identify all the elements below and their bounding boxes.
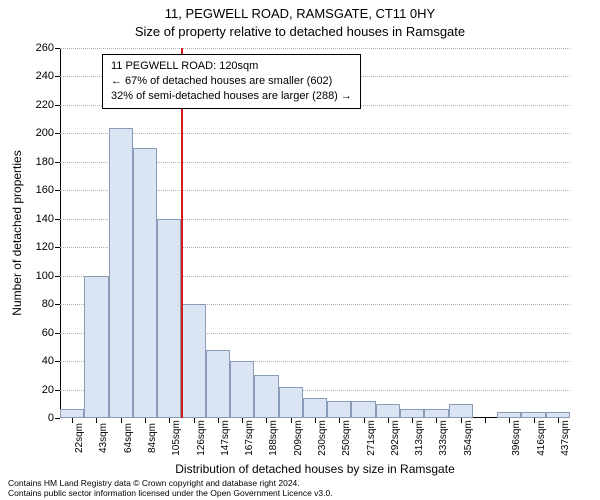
ytick-label: 100 bbox=[36, 270, 60, 282]
callout-line-1: 11 PEGWELL ROAD: 120sqm bbox=[111, 59, 352, 74]
ytick-label: 60 bbox=[42, 327, 60, 339]
histogram-bar bbox=[133, 148, 157, 418]
xtick-mark bbox=[485, 418, 486, 423]
ytick-label: 160 bbox=[36, 184, 60, 196]
ytick-label: 140 bbox=[36, 213, 60, 225]
chart-container: 11, PEGWELL ROAD, RAMSGATE, CT11 0HY Siz… bbox=[0, 0, 600, 500]
xtick-label: 167sqm bbox=[238, 400, 251, 436]
callout-box: 11 PEGWELL ROAD: 120sqm ← 67% of detache… bbox=[102, 54, 361, 109]
xtick-label: 416sqm bbox=[530, 400, 543, 436]
callout-line-3: 32% of semi-detached houses are larger (… bbox=[111, 89, 352, 104]
xtick-label: 396sqm bbox=[505, 400, 518, 436]
ytick-label: 40 bbox=[42, 355, 60, 367]
ytick-label: 80 bbox=[42, 298, 60, 310]
xtick-label: 188sqm bbox=[262, 400, 275, 436]
xtick-label: 126sqm bbox=[190, 400, 203, 436]
gridline bbox=[60, 133, 570, 134]
ytick-label: 220 bbox=[36, 99, 60, 111]
xtick-label: 84sqm bbox=[141, 403, 154, 433]
xtick-label: 22sqm bbox=[68, 403, 81, 433]
histogram-bar bbox=[157, 219, 181, 418]
xtick-label: 64sqm bbox=[117, 403, 130, 433]
xtick-label: 437sqm bbox=[554, 400, 567, 436]
xtick-label: 250sqm bbox=[335, 400, 348, 436]
footnote: Contains HM Land Registry data © Crown c… bbox=[8, 478, 333, 498]
ytick-label: 260 bbox=[36, 42, 60, 54]
xtick-label: 105sqm bbox=[165, 400, 178, 436]
y-axis-label: Number of detached properties bbox=[10, 150, 24, 315]
xtick-label: 43sqm bbox=[92, 403, 105, 433]
ytick-label: 200 bbox=[36, 127, 60, 139]
ytick-label: 180 bbox=[36, 156, 60, 168]
footnote-line-1: Contains HM Land Registry data © Crown c… bbox=[8, 478, 333, 488]
xtick-label: 313sqm bbox=[408, 400, 421, 436]
gridline bbox=[60, 48, 570, 49]
histogram-bar bbox=[84, 276, 108, 418]
ytick-label: 240 bbox=[36, 70, 60, 82]
y-axis-label-container: Number of detached properties bbox=[10, 48, 24, 418]
footnote-line-2: Contains public sector information licen… bbox=[8, 488, 333, 498]
xtick-label: 354sqm bbox=[457, 400, 470, 436]
xtick-label: 271sqm bbox=[360, 400, 373, 436]
x-axis-label: Distribution of detached houses by size … bbox=[60, 462, 570, 476]
xtick-label: 333sqm bbox=[432, 400, 445, 436]
callout-line-2: ← 67% of detached houses are smaller (60… bbox=[111, 74, 352, 89]
chart-subtitle: Size of property relative to detached ho… bbox=[0, 24, 600, 39]
plot-area: 02040608010012014016018020022024026022sq… bbox=[60, 48, 570, 418]
ytick-label: 120 bbox=[36, 241, 60, 253]
xtick-label: 209sqm bbox=[287, 400, 300, 436]
xtick-label: 292sqm bbox=[384, 400, 397, 436]
ytick-label: 0 bbox=[48, 412, 60, 424]
chart-title-address: 11, PEGWELL ROAD, RAMSGATE, CT11 0HY bbox=[0, 6, 600, 21]
xtick-label: 230sqm bbox=[311, 400, 324, 436]
histogram-bar bbox=[109, 128, 133, 418]
xtick-label: 147sqm bbox=[214, 400, 227, 436]
ytick-label: 20 bbox=[42, 384, 60, 396]
